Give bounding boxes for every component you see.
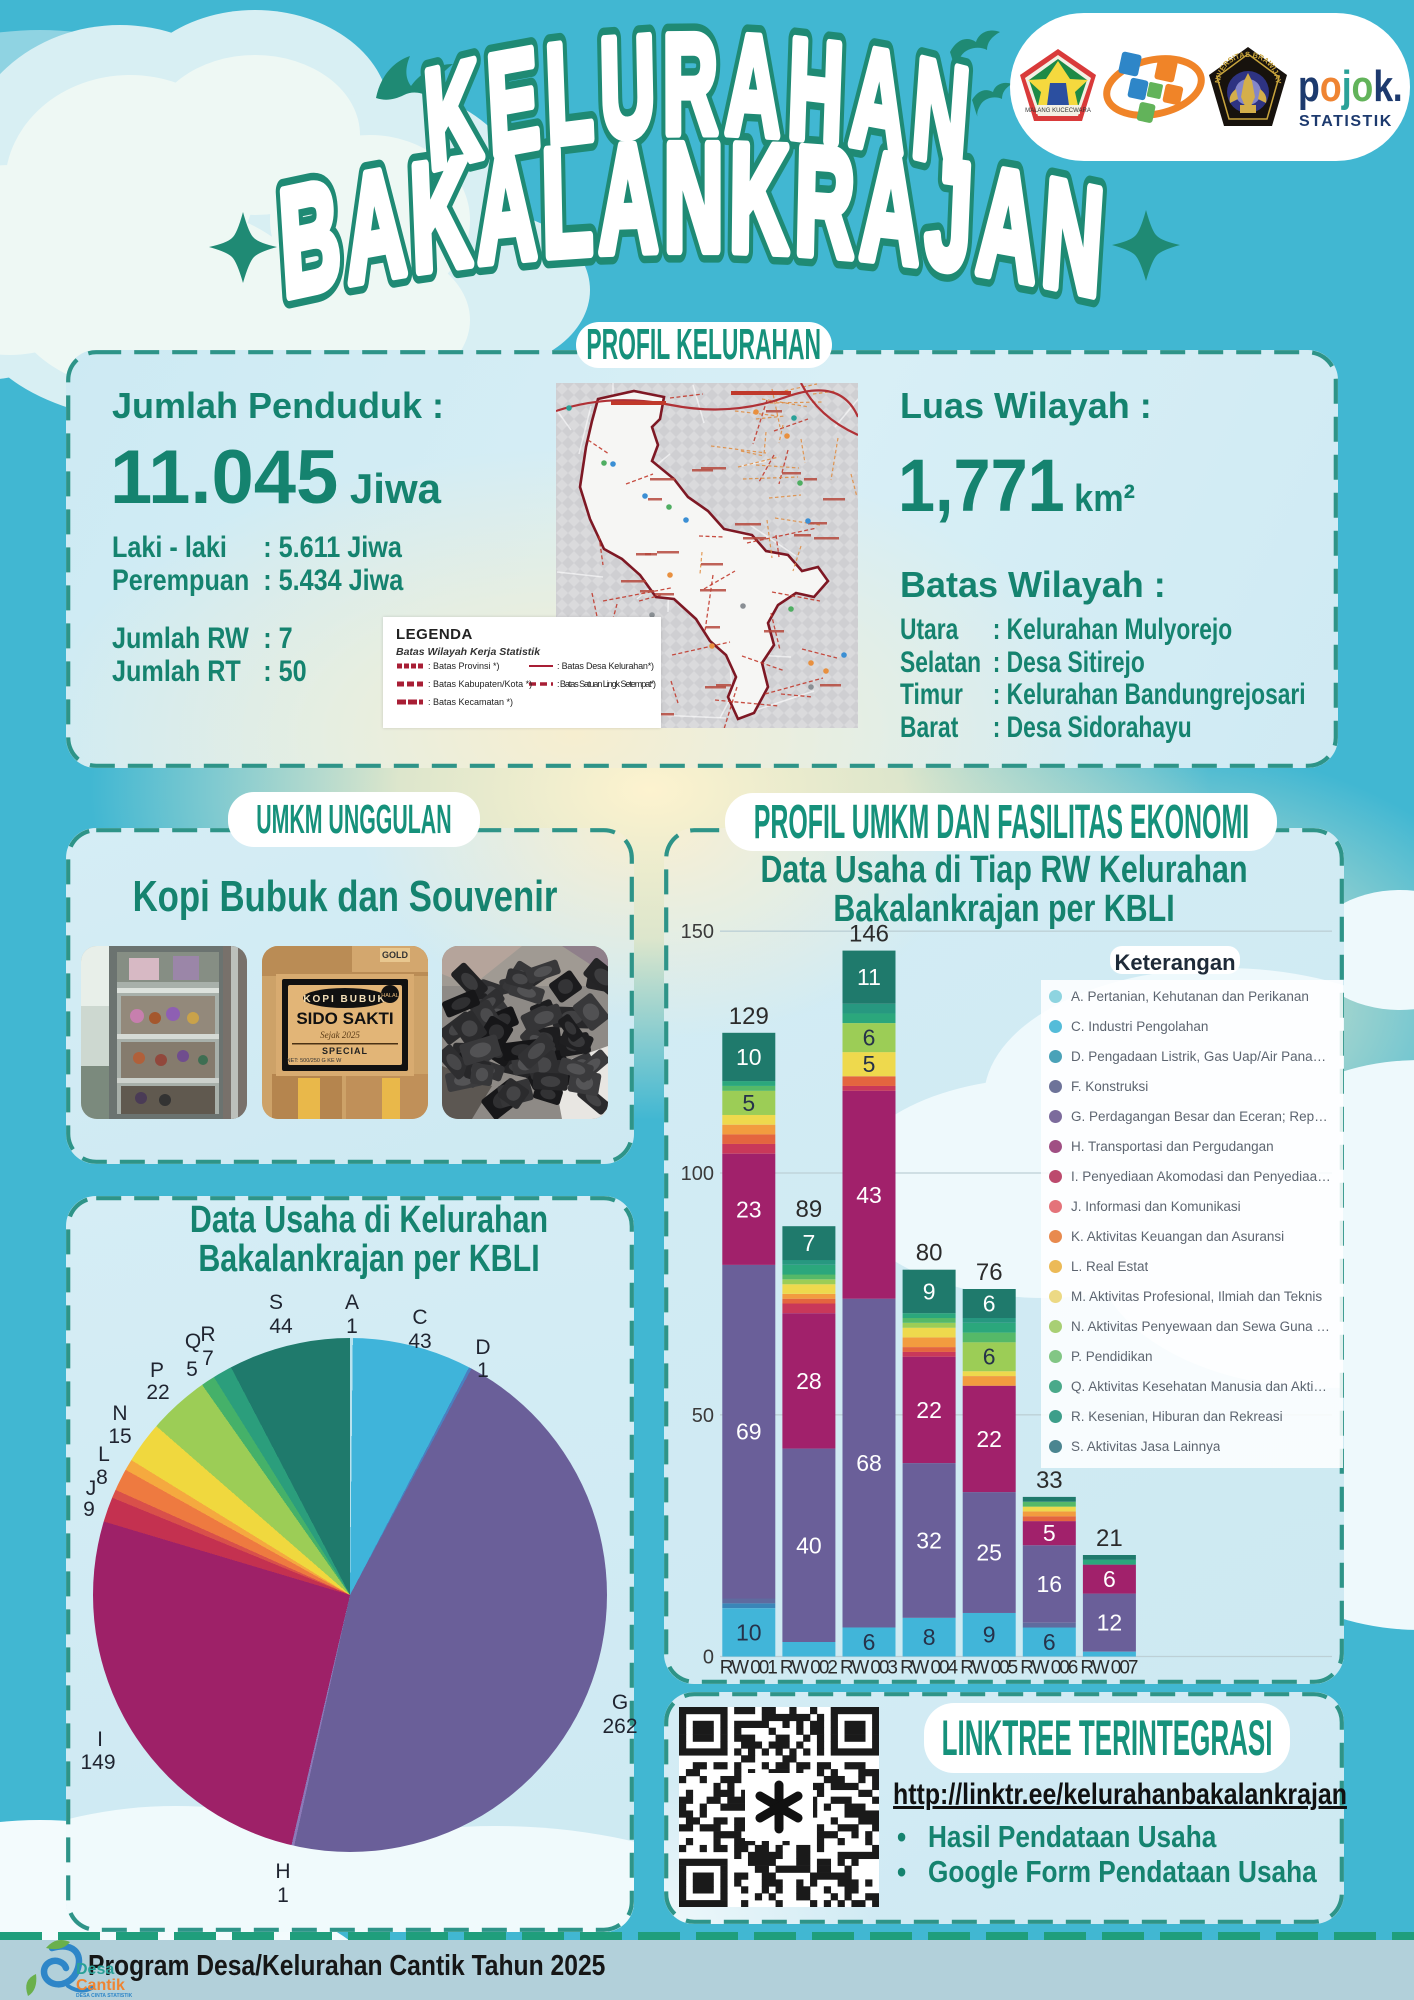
svg-text:Desa: Desa — [76, 1961, 114, 1978]
svg-text:21: 21 — [1096, 1525, 1123, 1552]
svg-text:10: 10 — [736, 1619, 762, 1645]
svg-text:Cantik: Cantik — [76, 1977, 125, 1994]
svg-text:89: 89 — [796, 1196, 823, 1223]
svg-text:.: . — [1393, 63, 1403, 111]
svg-text:12: 12 — [1097, 1610, 1123, 1636]
svg-text:HALAL: HALAL — [381, 993, 398, 999]
svg-text:RW 002: RW 002 — [780, 1658, 838, 1679]
svg-text:RW 007: RW 007 — [1080, 1658, 1138, 1679]
svg-text:32: 32 — [916, 1528, 942, 1554]
svg-text:SIDO SAKTI: SIDO SAKTI — [296, 1009, 393, 1028]
svg-text:: Batas Provinsi *): : Batas Provinsi *) — [428, 661, 500, 671]
svg-text:11: 11 — [857, 964, 881, 990]
svg-text:129: 129 — [729, 1003, 769, 1030]
svg-text:9: 9 — [923, 1279, 936, 1305]
svg-text:22: 22 — [916, 1397, 942, 1423]
svg-text:40: 40 — [796, 1532, 822, 1558]
svg-text:MALANG KUCECWARA: MALANG KUCECWARA — [1025, 108, 1091, 114]
svg-text:NET: 500/250 G KE W: NET: 500/250 G KE W — [287, 1058, 343, 1064]
svg-text:25: 25 — [976, 1540, 1002, 1566]
svg-text:o: o — [1351, 63, 1373, 111]
svg-text:69: 69 — [736, 1419, 762, 1445]
svg-text:: Batas Kecamatan *): : Batas Kecamatan *) — [428, 697, 513, 707]
svg-text:6: 6 — [983, 1291, 996, 1317]
svg-text:: Batas Desa Kelurahan*): : Batas Desa Kelurahan*) — [557, 661, 654, 671]
svg-text:RW 005: RW 005 — [960, 1658, 1018, 1679]
svg-text:k: k — [1373, 63, 1393, 111]
svg-text:8: 8 — [923, 1624, 936, 1650]
svg-text:STATISTIK: STATISTIK — [1299, 113, 1393, 130]
svg-text:7: 7 — [803, 1230, 816, 1256]
svg-text:43: 43 — [856, 1182, 882, 1208]
svg-text:5: 5 — [742, 1090, 755, 1116]
svg-text:100: 100 — [681, 1163, 714, 1185]
svg-text:146: 146 — [849, 921, 889, 948]
svg-text:68: 68 — [856, 1450, 882, 1476]
svg-text:RW 004: RW 004 — [900, 1658, 958, 1679]
svg-text:DESA CINTA STATISTIK: DESA CINTA STATISTIK — [76, 1993, 133, 1999]
svg-text:6: 6 — [1043, 1629, 1056, 1655]
svg-text:76: 76 — [976, 1259, 1003, 1286]
svg-text:28: 28 — [796, 1368, 822, 1394]
svg-text:GOLD: GOLD — [382, 950, 408, 960]
svg-text:9: 9 — [983, 1622, 996, 1648]
svg-text:50: 50 — [692, 1405, 714, 1427]
svg-text:5: 5 — [1043, 1520, 1056, 1546]
svg-text:o: o — [1320, 63, 1342, 111]
svg-text:BAKALANKRAJAN: BAKALANKRAJAN — [275, 113, 1113, 330]
svg-text:: Batas Kabupaten/Kota *): : Batas Kabupaten/Kota *) — [428, 679, 532, 689]
svg-text:j: j — [1341, 63, 1352, 111]
svg-text:6: 6 — [863, 1629, 876, 1655]
svg-text:22: 22 — [976, 1426, 1002, 1452]
svg-text:80: 80 — [916, 1240, 943, 1267]
svg-text:6: 6 — [1103, 1566, 1116, 1592]
svg-text:6: 6 — [983, 1344, 996, 1370]
svg-text:SPECIAL: SPECIAL — [322, 1046, 368, 1056]
svg-text:RW 001: RW 001 — [720, 1658, 778, 1679]
svg-text:0: 0 — [703, 1647, 714, 1669]
svg-text:10: 10 — [736, 1044, 762, 1070]
svg-text:KOPI BUBUK: KOPI BUBUK — [303, 994, 386, 1005]
svg-text:Sejak 2025: Sejak 2025 — [320, 1030, 360, 1040]
svg-text:150: 150 — [681, 921, 714, 943]
svg-text:33: 33 — [1036, 1467, 1063, 1494]
svg-text:6: 6 — [863, 1025, 876, 1051]
svg-text:16: 16 — [1037, 1571, 1063, 1597]
svg-text:: Batas Satuan Lingk Setempat*: : Batas Satuan Lingk Setempat*) — [557, 679, 656, 689]
svg-text:5: 5 — [863, 1051, 876, 1077]
svg-text:RW 006: RW 006 — [1020, 1658, 1078, 1679]
svg-text:23: 23 — [736, 1196, 762, 1222]
svg-text:p: p — [1298, 63, 1320, 111]
svg-text:RW 003: RW 003 — [840, 1658, 898, 1679]
